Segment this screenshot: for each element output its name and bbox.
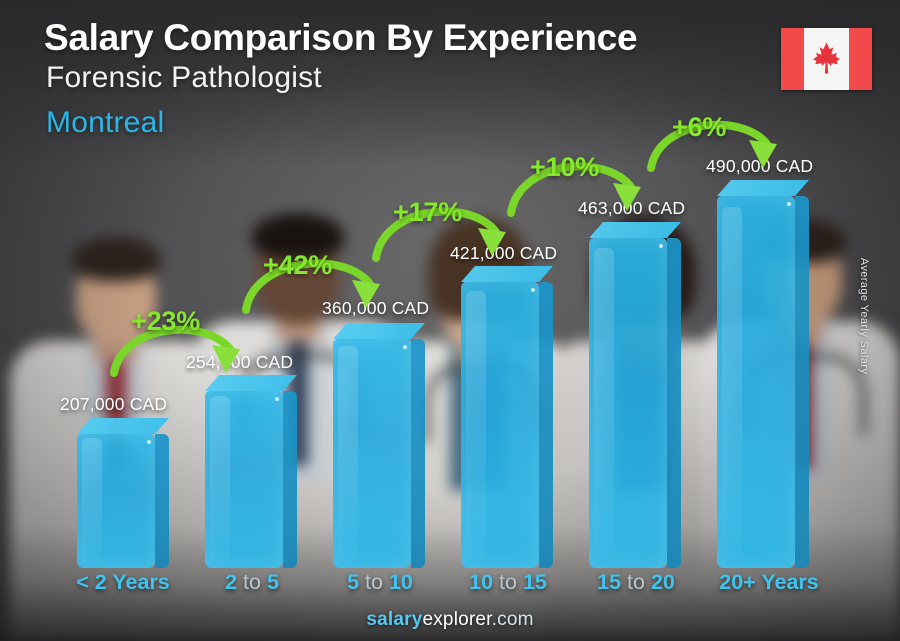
- bar-side-face: [155, 434, 169, 568]
- watermark-brand-tld: .com: [491, 609, 534, 630]
- bar-2[interactable]: [333, 323, 425, 568]
- bar-3[interactable]: [461, 266, 553, 568]
- growth-arrow-2: [370, 188, 516, 264]
- x-axis-label-1-a: 2: [225, 570, 238, 594]
- bar-value-label-5: 490,000 CAD: [706, 156, 814, 176]
- bar-top-face: [589, 222, 681, 238]
- growth-arrow-4: [645, 104, 787, 176]
- bar-front-face: [461, 282, 539, 568]
- bar-value-label-4: 463,000 CAD: [578, 198, 686, 218]
- watermark-brand-bold: salary: [366, 609, 423, 630]
- x-axis-label-5-b: Years: [761, 570, 819, 594]
- bar-front-face: [589, 238, 667, 568]
- x-axis-label-1: 2 to 5: [182, 570, 322, 595]
- canada-flag-icon: [781, 28, 872, 90]
- bar-side-face: [667, 238, 681, 568]
- bar-highlight-dot: [275, 397, 279, 401]
- y-axis-caption: Average Yearly Salary: [858, 257, 870, 375]
- bar-highlight-dot: [531, 288, 535, 292]
- bar-front-face: [205, 391, 283, 568]
- x-axis-label-0: < 2 Years: [50, 570, 196, 595]
- growth-pct-2: +17%: [393, 197, 463, 227]
- job-title: Forensic Pathologist: [46, 61, 322, 94]
- bar-top-face: [77, 418, 169, 434]
- growth-pct-4: +6%: [672, 112, 727, 142]
- x-axis-label-3: 10 to 15: [438, 570, 578, 595]
- bar-1[interactable]: [205, 375, 297, 568]
- x-axis-label-4: 15 to 20: [566, 570, 706, 595]
- bar-value-label-1: 254,000 CAD: [186, 352, 294, 372]
- bar-top-face: [461, 266, 553, 282]
- x-axis-label-4-b: 20: [650, 570, 675, 594]
- page-title: Salary Comparison By Experience: [44, 17, 638, 58]
- bar-highlight-dot: [403, 345, 407, 349]
- x-axis-label-4-mid: to: [627, 570, 645, 594]
- site-watermark[interactable]: salaryexplorer.com: [0, 609, 900, 631]
- bar-top-face: [205, 375, 297, 391]
- location-label: Montreal: [46, 106, 165, 139]
- bar-top-face: [333, 323, 425, 339]
- bar-highlight-dot: [147, 440, 151, 444]
- bar-highlight-dot: [787, 202, 791, 206]
- bar-front-face: [77, 434, 155, 568]
- x-axis-label-1-b: 5: [266, 570, 279, 594]
- bar-highlight-dot: [659, 244, 663, 248]
- x-axis-label-2-mid: to: [365, 570, 383, 594]
- bar-5[interactable]: [717, 180, 809, 568]
- bar-top-face: [717, 180, 809, 196]
- growth-arrow-3: [505, 143, 651, 219]
- watermark-brand-rest: explorer: [422, 609, 492, 630]
- bar-front-face: [333, 339, 411, 568]
- bar-side-face: [795, 196, 809, 568]
- bar-front-face: [717, 196, 795, 568]
- growth-pct-0: +23%: [131, 306, 201, 336]
- x-axis-label-5-a: 20+: [719, 570, 756, 594]
- growth-arrow-0: [108, 305, 248, 380]
- x-axis-label-5: 20+ Years: [694, 570, 844, 595]
- x-axis-label-3-b: 15: [522, 570, 547, 594]
- bar-value-label-0: 207,000 CAD: [60, 394, 168, 414]
- x-axis-label-0-a: < 2: [76, 570, 107, 594]
- x-axis-label-0-b: Years: [112, 570, 170, 594]
- bar-side-face: [539, 282, 553, 568]
- bar-0[interactable]: [77, 418, 169, 568]
- growth-pct-1: +42%: [263, 250, 333, 280]
- x-axis-label-2: 5 to 10: [310, 570, 450, 595]
- x-axis-label-2-a: 5: [347, 570, 360, 594]
- bar-value-label-2: 360,000 CAD: [322, 298, 430, 318]
- x-axis-label-2-b: 10: [388, 570, 413, 594]
- bar-side-face: [411, 339, 425, 568]
- bar-4[interactable]: [589, 222, 681, 568]
- x-axis-label-4-a: 15: [597, 570, 622, 594]
- growth-arrow-1: [240, 238, 388, 316]
- x-axis-label-1-mid: to: [243, 570, 261, 594]
- x-axis-label-3-a: 10: [469, 570, 494, 594]
- bar-value-label-3: 421,000 CAD: [450, 243, 558, 263]
- x-axis-label-3-mid: to: [499, 570, 517, 594]
- growth-pct-3: +10%: [530, 152, 600, 182]
- bar-side-face: [283, 391, 297, 568]
